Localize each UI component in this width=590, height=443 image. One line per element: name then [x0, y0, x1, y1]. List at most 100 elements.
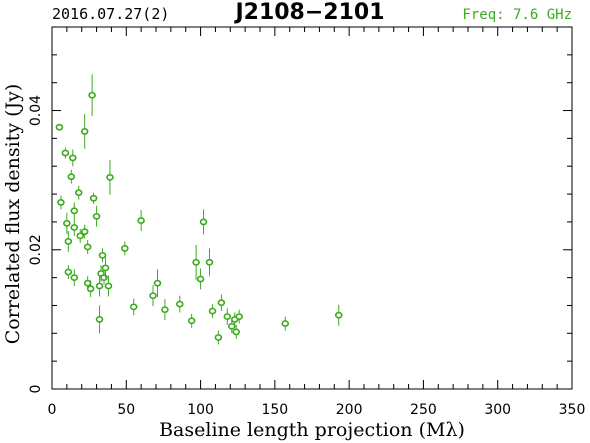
data-point — [80, 114, 89, 149]
point-marker — [57, 199, 65, 206]
data-point — [153, 269, 162, 298]
data-point — [70, 202, 79, 220]
point-marker — [196, 275, 205, 283]
point-marker — [70, 224, 79, 231]
data-point — [106, 159, 114, 195]
y-axis-label: Correlated flux density (Jy) — [2, 84, 24, 345]
data-point — [64, 265, 73, 280]
data-point — [214, 330, 223, 345]
point-marker — [61, 149, 70, 157]
point-marker — [63, 219, 71, 227]
source-title: J2108−2101 — [233, 0, 384, 25]
y-tick-label: 0.02 — [28, 234, 44, 265]
point-marker — [281, 320, 290, 327]
x-tick-label: 50 — [117, 402, 135, 418]
data-point — [192, 244, 200, 280]
x-tick-labels: 0 50 100 150 200 250 300 350 — [48, 402, 586, 418]
data-point — [161, 299, 169, 321]
data-point — [199, 209, 208, 235]
point-marker — [92, 212, 101, 220]
point-marker — [70, 274, 79, 282]
point-marker — [149, 292, 157, 300]
point-marker — [69, 154, 77, 162]
point-marker — [217, 299, 226, 307]
x-tick-label: 150 — [261, 402, 288, 418]
point-marker — [205, 258, 214, 266]
data-point — [334, 304, 343, 326]
point-marker — [121, 244, 129, 252]
point-marker — [137, 217, 145, 224]
data-point — [83, 276, 92, 291]
point-marker — [76, 232, 85, 240]
point-marker — [80, 228, 89, 236]
data-point — [80, 224, 89, 239]
point-marker — [100, 274, 108, 282]
data-point — [235, 309, 243, 324]
data-point — [70, 269, 79, 286]
point-marker — [67, 173, 76, 181]
data-point — [104, 275, 113, 297]
x-tick-label: 250 — [410, 402, 437, 418]
axis-ticks — [51, 26, 573, 390]
data-point — [281, 316, 290, 331]
data-point — [149, 285, 157, 307]
point-marker — [88, 91, 96, 99]
x-tick-label: 0 — [48, 402, 57, 418]
y-tick-labels: 0 0.02 0.04 — [28, 95, 44, 394]
point-marker — [83, 243, 92, 251]
point-marker — [98, 251, 107, 259]
data-point — [74, 185, 83, 200]
x-tick-label: 300 — [484, 402, 511, 418]
data-point — [95, 305, 104, 334]
point-marker — [86, 285, 95, 293]
y-tick-label: 0.04 — [28, 95, 44, 126]
data-point — [121, 241, 129, 256]
x-tick-label: 350 — [559, 402, 586, 418]
data-point — [92, 205, 101, 227]
data-point — [64, 230, 73, 252]
point-marker — [161, 306, 169, 314]
point-marker — [64, 238, 73, 245]
data-point — [86, 280, 95, 298]
data-point — [76, 228, 85, 243]
data-point — [101, 257, 110, 279]
data-point — [129, 298, 138, 316]
data-point — [137, 210, 145, 231]
data-point — [187, 313, 196, 328]
point-marker — [89, 194, 98, 202]
data-point — [232, 324, 241, 339]
point-marker — [55, 123, 64, 131]
data-point — [95, 275, 104, 297]
data-point — [57, 195, 65, 210]
point-marker — [192, 258, 200, 266]
point-marker — [334, 311, 343, 319]
point-marker — [129, 303, 138, 311]
point-marker — [80, 128, 89, 135]
data-point — [69, 149, 77, 167]
point-marker — [232, 328, 241, 336]
data-point — [88, 74, 96, 117]
x-tick-label: 200 — [336, 402, 363, 418]
date-label: 2016.07.27(2) — [52, 5, 169, 23]
point-marker — [199, 218, 208, 226]
data-point — [98, 248, 107, 263]
data-point — [196, 268, 205, 290]
data-point — [61, 147, 70, 159]
data-point — [67, 169, 76, 184]
point-marker — [187, 317, 196, 325]
data-point — [63, 212, 71, 234]
data-point — [217, 294, 226, 312]
frequency-label: Freq: 7.6 GHz — [462, 7, 572, 23]
point-marker — [214, 334, 223, 341]
point-marker — [227, 322, 236, 330]
x-tick-label: 100 — [187, 402, 214, 418]
data-point — [223, 308, 232, 325]
data-point — [205, 248, 214, 277]
data-point — [89, 192, 98, 204]
data-point — [55, 123, 64, 131]
y-tick-label: 0 — [28, 385, 44, 394]
x-axis-label: Baseline length projection (Mλ) — [159, 419, 465, 441]
point-marker — [74, 189, 83, 197]
point-marker — [83, 279, 92, 287]
